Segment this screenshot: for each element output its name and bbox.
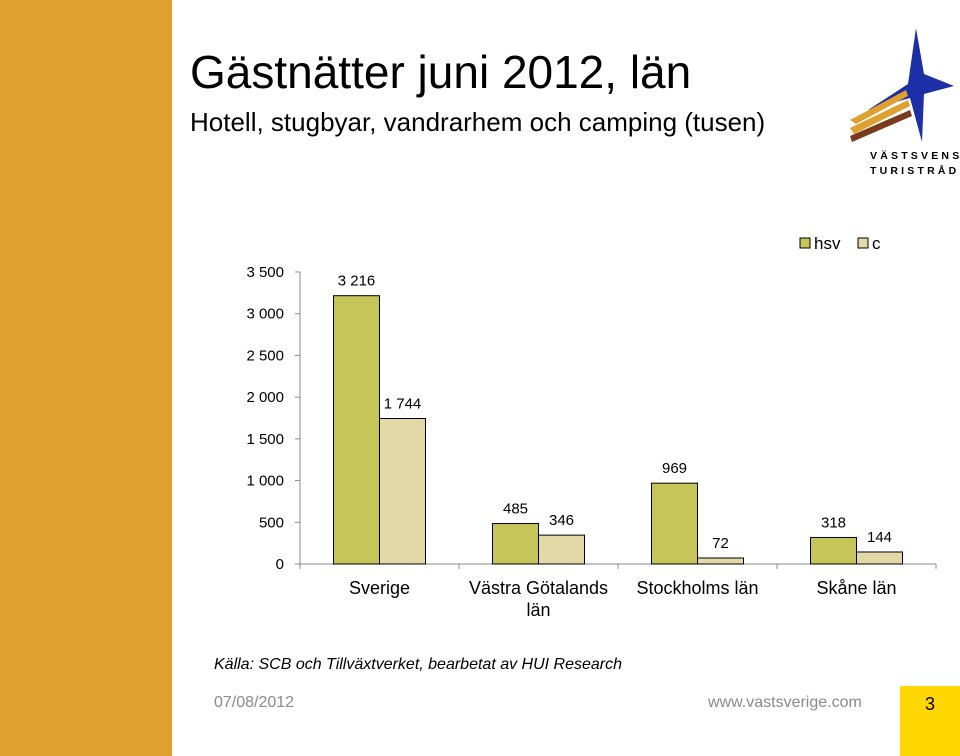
data-label-hsv: 485: [503, 501, 528, 518]
logo-text-line2: TURISTRÅDET: [870, 165, 960, 177]
legend-label-hsv: hsv: [814, 234, 841, 253]
legend-swatch-hsv: [799, 237, 811, 249]
data-label-hsv: 969: [662, 460, 687, 477]
bar-c: [697, 557, 744, 565]
slide-subtitle: Hotell, stugbyar, vandrarhem och camping…: [190, 107, 766, 137]
x-category-label: Västra Götalands: [469, 578, 608, 598]
y-tick-label: 3 000: [246, 306, 284, 323]
source-note: Källa: SCB och Tillväxtverket, bearbetat…: [214, 656, 623, 673]
legend-label-c: c: [872, 234, 881, 253]
bar-hsv: [333, 295, 380, 565]
data-label-c: 346: [549, 512, 574, 529]
accent-side-bar: [0, 0, 172, 756]
page-number: 3: [924, 694, 935, 714]
y-tick-label: 1 000: [246, 473, 284, 490]
data-label-c: 144: [867, 529, 892, 546]
slide-title: Gästnätter juni 2012, län: [190, 46, 692, 98]
y-tick-label: 500: [259, 514, 284, 531]
x-category-label: län: [526, 600, 550, 620]
y-tick-label: 0: [276, 556, 284, 573]
y-tick-label: 3 500: [246, 264, 284, 281]
star-compass-icon: [850, 28, 954, 142]
bar-hsv: [492, 523, 539, 565]
bar-c: [379, 418, 426, 565]
data-label-hsv: 3 216: [338, 273, 376, 290]
x-category-label: Sverige: [349, 578, 410, 598]
bar-c: [538, 534, 585, 565]
x-category-label: Stockholms län: [636, 578, 758, 598]
data-label-c: 72: [712, 535, 729, 552]
bar-hsv: [651, 482, 698, 565]
bar-hsv: [810, 536, 857, 565]
logo-text-line1: VÄSTSVENSKA: [870, 150, 960, 162]
data-label-hsv: 318: [821, 514, 846, 531]
bar-chart: 0 500 1 000 1 500 2 000 2 500 3 000 3 500 3 216 1…: [246, 234, 937, 620]
y-tick-label: 1 500: [246, 431, 284, 448]
legend-swatch-c: [857, 237, 869, 249]
x-category-label: Skåne län: [816, 578, 896, 598]
footer-website: www.vastsverige.com: [708, 694, 862, 711]
bar-c: [856, 551, 903, 565]
page-number-box: 3: [900, 686, 960, 756]
footer-date: 07/08/2012: [214, 694, 295, 711]
y-tick-label: 2 000: [246, 389, 284, 406]
y-tick-label: 2 500: [246, 347, 284, 364]
data-label-c: 1 744: [384, 396, 422, 413]
